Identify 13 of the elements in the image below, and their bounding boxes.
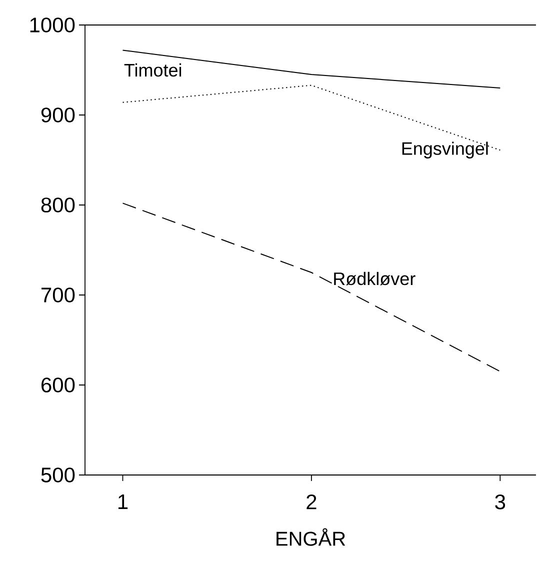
y-tick-label: 800 <box>41 198 75 212</box>
x-axis-title: ENGÅR <box>276 528 346 546</box>
x-tick-label: 1 <box>118 494 128 509</box>
series-label: Engsvingel <box>402 142 488 158</box>
y-tick-label: 600 <box>42 378 75 392</box>
x-tick-label: 3 <box>495 494 506 510</box>
y-tick-label: 700 <box>42 288 75 302</box>
series-label: Rødkløver <box>334 272 416 286</box>
x-tick-label: 2 <box>306 494 316 510</box>
y-tick-label: 1000 <box>30 18 75 32</box>
series-label: Timotei <box>124 63 182 77</box>
y-tick-label: 900 <box>41 108 75 122</box>
y-tick-label: 500 <box>41 468 75 482</box>
